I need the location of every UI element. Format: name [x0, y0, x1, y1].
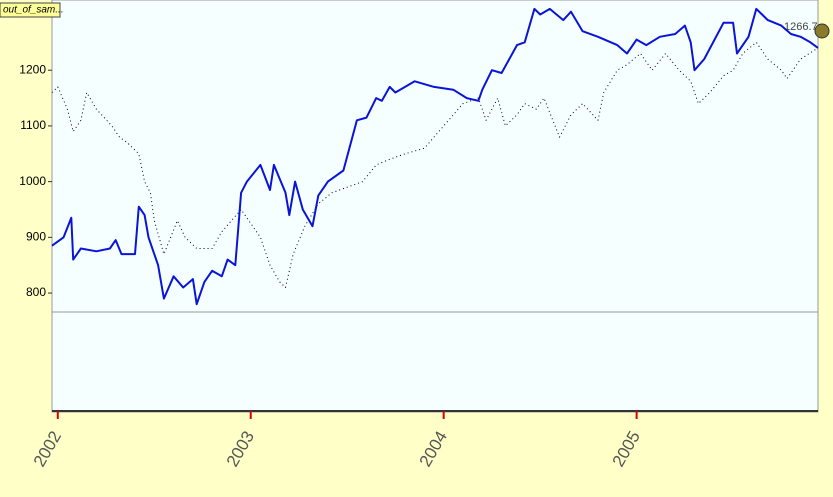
y-tick-label: 900 — [26, 230, 46, 244]
icon[interactable] — [814, 23, 830, 39]
y-tick-label: 1200 — [19, 62, 46, 76]
label-box — [0, 2, 61, 18]
y-tick-label: 800 — [26, 285, 46, 299]
x-tick-label: 2004 — [416, 428, 451, 470]
y-tick-label: 1000 — [19, 174, 46, 188]
x-tick-label: 2002 — [30, 428, 65, 470]
x-tick-label: 2005 — [609, 428, 644, 470]
plot-area — [51, 0, 819, 413]
series-line — [51, 7, 819, 306]
x-tick-label: 2003 — [223, 428, 258, 470]
annotation: 1266.7 — [784, 21, 818, 33]
y-tick-label: 1100 — [20, 118, 46, 132]
annotation: out_of_sam... — [3, 5, 64, 16]
